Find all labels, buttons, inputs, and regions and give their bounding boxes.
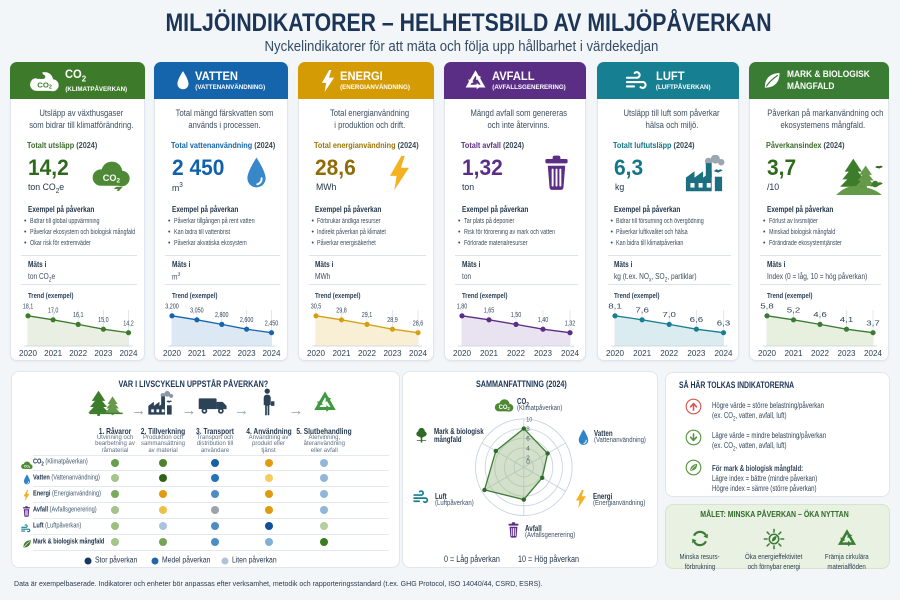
svg-text:1,32: 1,32 bbox=[565, 321, 576, 328]
svg-text:2024: 2024 bbox=[714, 348, 732, 358]
svg-text:CO2: CO2 bbox=[102, 173, 120, 184]
svg-text:8,1: 8,1 bbox=[608, 304, 622, 311]
svg-text:29,1: 29,1 bbox=[361, 312, 372, 319]
svg-text:2,600: 2,600 bbox=[240, 317, 254, 324]
svg-text:15,0: 15,0 bbox=[98, 317, 109, 324]
svg-text:2024: 2024 bbox=[561, 348, 579, 358]
svg-text:CO2: CO2 bbox=[499, 405, 511, 411]
svg-text:5,2: 5,2 bbox=[787, 308, 801, 315]
svg-text:8: 8 bbox=[526, 426, 530, 433]
svg-text:0: 0 bbox=[526, 459, 530, 466]
svg-text:2024: 2024 bbox=[263, 348, 281, 358]
svg-text:2022: 2022 bbox=[660, 348, 678, 358]
svg-text:2022: 2022 bbox=[507, 348, 525, 358]
svg-text:2020: 2020 bbox=[19, 348, 37, 358]
svg-text:2020: 2020 bbox=[453, 348, 471, 358]
svg-text:2024: 2024 bbox=[864, 348, 882, 358]
svg-text:2021: 2021 bbox=[785, 348, 803, 358]
svg-text:2023: 2023 bbox=[383, 348, 401, 358]
svg-text:6,3: 6,3 bbox=[716, 321, 730, 328]
svg-text:4: 4 bbox=[526, 445, 530, 452]
svg-text:2022: 2022 bbox=[811, 348, 829, 358]
svg-text:28,6: 28,6 bbox=[412, 321, 423, 328]
svg-text:2023: 2023 bbox=[838, 348, 856, 358]
svg-text:2021: 2021 bbox=[480, 348, 498, 358]
svg-text:3,050: 3,050 bbox=[190, 308, 204, 315]
svg-text:1,40: 1,40 bbox=[538, 317, 549, 324]
svg-text:1,65: 1,65 bbox=[484, 308, 495, 315]
svg-text:2022: 2022 bbox=[358, 348, 376, 358]
svg-text:1,80: 1,80 bbox=[457, 304, 468, 311]
svg-text:2020: 2020 bbox=[307, 348, 325, 358]
svg-text:2023: 2023 bbox=[238, 348, 256, 358]
svg-text:2024: 2024 bbox=[120, 348, 138, 358]
svg-text:1,50: 1,50 bbox=[511, 312, 522, 319]
svg-text:3,7: 3,7 bbox=[866, 321, 880, 328]
svg-text:2024: 2024 bbox=[409, 348, 427, 358]
svg-text:4,6: 4,6 bbox=[813, 312, 827, 319]
svg-text:6,6: 6,6 bbox=[689, 317, 703, 324]
svg-text:2022: 2022 bbox=[213, 348, 231, 358]
svg-text:2021: 2021 bbox=[332, 348, 350, 358]
svg-text:CO2: CO2 bbox=[38, 80, 53, 90]
svg-text:2023: 2023 bbox=[687, 348, 705, 358]
svg-text:2023: 2023 bbox=[94, 348, 112, 358]
svg-text:3,200: 3,200 bbox=[165, 304, 179, 311]
svg-text:10: 10 bbox=[526, 416, 532, 423]
svg-text:2020: 2020 bbox=[163, 348, 181, 358]
svg-text:5,8: 5,8 bbox=[760, 304, 774, 311]
svg-text:14,2: 14,2 bbox=[123, 321, 134, 328]
svg-text:4,1: 4,1 bbox=[840, 317, 854, 324]
svg-text:28,9: 28,9 bbox=[387, 317, 398, 324]
svg-text:30,5: 30,5 bbox=[310, 304, 321, 311]
svg-text:2022: 2022 bbox=[69, 348, 87, 358]
svg-text:CO2: CO2 bbox=[24, 464, 31, 468]
svg-text:7,6: 7,6 bbox=[635, 308, 649, 315]
svg-text:2021: 2021 bbox=[44, 348, 62, 358]
svg-text:2: 2 bbox=[526, 455, 530, 462]
svg-text:2020: 2020 bbox=[606, 348, 624, 358]
svg-text:16,1: 16,1 bbox=[73, 312, 84, 319]
svg-text:17,0: 17,0 bbox=[48, 308, 59, 315]
svg-text:2,450: 2,450 bbox=[265, 321, 279, 328]
svg-text:2023: 2023 bbox=[534, 348, 552, 358]
svg-text:2,800: 2,800 bbox=[215, 312, 229, 319]
svg-text:29,8: 29,8 bbox=[336, 308, 347, 315]
svg-text:6: 6 bbox=[526, 436, 530, 443]
svg-text:2020: 2020 bbox=[758, 348, 776, 358]
svg-text:2021: 2021 bbox=[188, 348, 206, 358]
svg-text:18,1: 18,1 bbox=[23, 304, 34, 311]
svg-text:7,0: 7,0 bbox=[662, 312, 676, 319]
svg-text:2021: 2021 bbox=[633, 348, 651, 358]
